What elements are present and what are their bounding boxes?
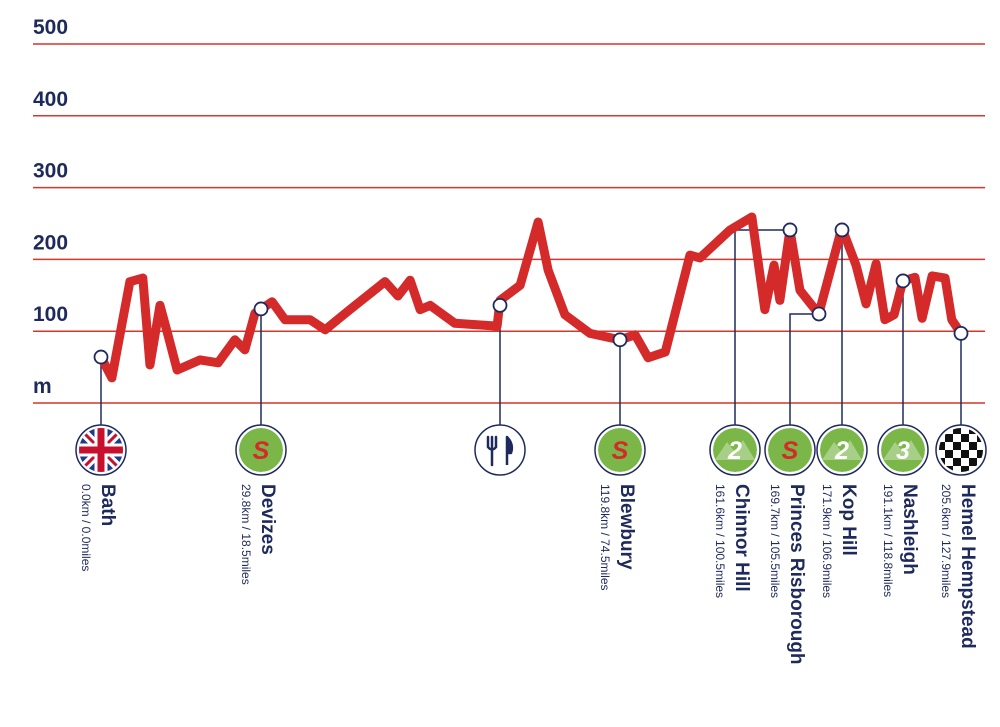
- y-tick-label: 500: [33, 16, 68, 39]
- badge-text: 2: [727, 437, 742, 465]
- waypoint-marker: [492, 297, 508, 313]
- waypoint-name: Bath: [97, 484, 118, 526]
- waypoint-icon: 2: [816, 424, 868, 476]
- y-tick-label: 300: [33, 160, 68, 183]
- icon-body: [598, 428, 642, 472]
- waypoint-distance: 0.0km / 0.0miles: [79, 484, 93, 571]
- finish-square: [969, 458, 977, 466]
- waypoint-distance: 161.6km / 100.5miles: [713, 484, 727, 598]
- badge-fill: [820, 428, 864, 472]
- waypoint-icon: S: [235, 424, 287, 476]
- waypoint-marker: [612, 332, 628, 348]
- y-tick-label: 100: [33, 303, 68, 326]
- badge-text: S: [782, 437, 799, 465]
- waypoint-icon: 2: [709, 424, 761, 476]
- knife: [505, 435, 514, 465]
- finish-square: [945, 450, 953, 458]
- icon-body: [713, 428, 757, 472]
- badge-fill: [881, 428, 925, 472]
- waypoint-name: Nashleigh: [899, 484, 920, 575]
- waypoint-distance: 171.9km / 106.9miles: [820, 484, 834, 598]
- icon-body: [768, 428, 812, 472]
- badge-text: S: [612, 437, 629, 465]
- finish-square: [953, 442, 961, 450]
- waypoint-icon: 3: [877, 424, 929, 476]
- y-tick-label: 200: [33, 231, 68, 254]
- waypoint-name: Chinnor Hill: [731, 484, 752, 592]
- icon-body: [239, 428, 283, 472]
- waypoint-marker: [811, 306, 827, 322]
- finish-square: [953, 458, 961, 466]
- waypoint-name: Princes Risborough: [786, 484, 807, 665]
- waypoint-icon: [474, 424, 526, 476]
- finish-square: [961, 434, 969, 442]
- waypoint-name: Hemel Hempstead: [957, 484, 978, 649]
- badge-mountain: [883, 440, 923, 460]
- waypoint-name: Kop Hill: [838, 484, 859, 556]
- waypoint-icon: [75, 424, 127, 476]
- finish-square: [961, 466, 969, 472]
- waypoint-icon: S: [594, 424, 646, 476]
- waypoint-name: Devizes: [257, 484, 278, 555]
- fork: [486, 435, 498, 467]
- finish-square: [977, 450, 983, 458]
- waypoint-marker: [834, 222, 850, 238]
- y-tick-label: 400: [33, 88, 68, 111]
- finish-square: [969, 442, 977, 450]
- y-tick-label: m: [33, 375, 52, 398]
- waypoint-distance: 205.6km / 127.9miles: [939, 484, 953, 598]
- waypoint-name: Blewbury: [616, 484, 637, 570]
- waypoint-distance: 29.8km / 18.5miles: [239, 484, 253, 585]
- badge-mountain: [715, 440, 755, 460]
- icon-ring: [474, 424, 526, 476]
- badge-text: 3: [896, 437, 910, 465]
- waypoint-icon: [935, 424, 987, 476]
- icon-body: [881, 428, 925, 472]
- badge-fill: [713, 428, 757, 472]
- badge-mountain: [822, 440, 862, 460]
- badge-fill: [239, 428, 283, 472]
- waypoint-distance: 119.8km / 74.5miles: [598, 484, 612, 591]
- waypoint-marker: [953, 325, 969, 341]
- badge-text: 2: [834, 437, 849, 465]
- badge-text: S: [253, 437, 270, 465]
- waypoint-icon: S: [764, 424, 816, 476]
- connector: [789, 313, 819, 450]
- waypoint-marker: [93, 349, 109, 365]
- elevation-line: [96, 212, 966, 383]
- badge-fill: [768, 428, 812, 472]
- icon-body: [820, 428, 864, 472]
- waypoint-marker: [782, 222, 798, 238]
- waypoint-marker: [253, 301, 269, 317]
- flag-cross-red: [79, 428, 123, 472]
- waypoint-distance: 191.1km / 118.8miles: [881, 484, 895, 597]
- icon-body: [486, 435, 514, 467]
- finish-square: [953, 428, 961, 434]
- finish-square: [939, 442, 945, 450]
- finish-square: [961, 450, 969, 458]
- waypoint-distance: 169.7km / 105.5miles: [768, 484, 782, 598]
- finish-square: [945, 434, 953, 442]
- badge-fill: [598, 428, 642, 472]
- waypoint-marker: [895, 273, 911, 289]
